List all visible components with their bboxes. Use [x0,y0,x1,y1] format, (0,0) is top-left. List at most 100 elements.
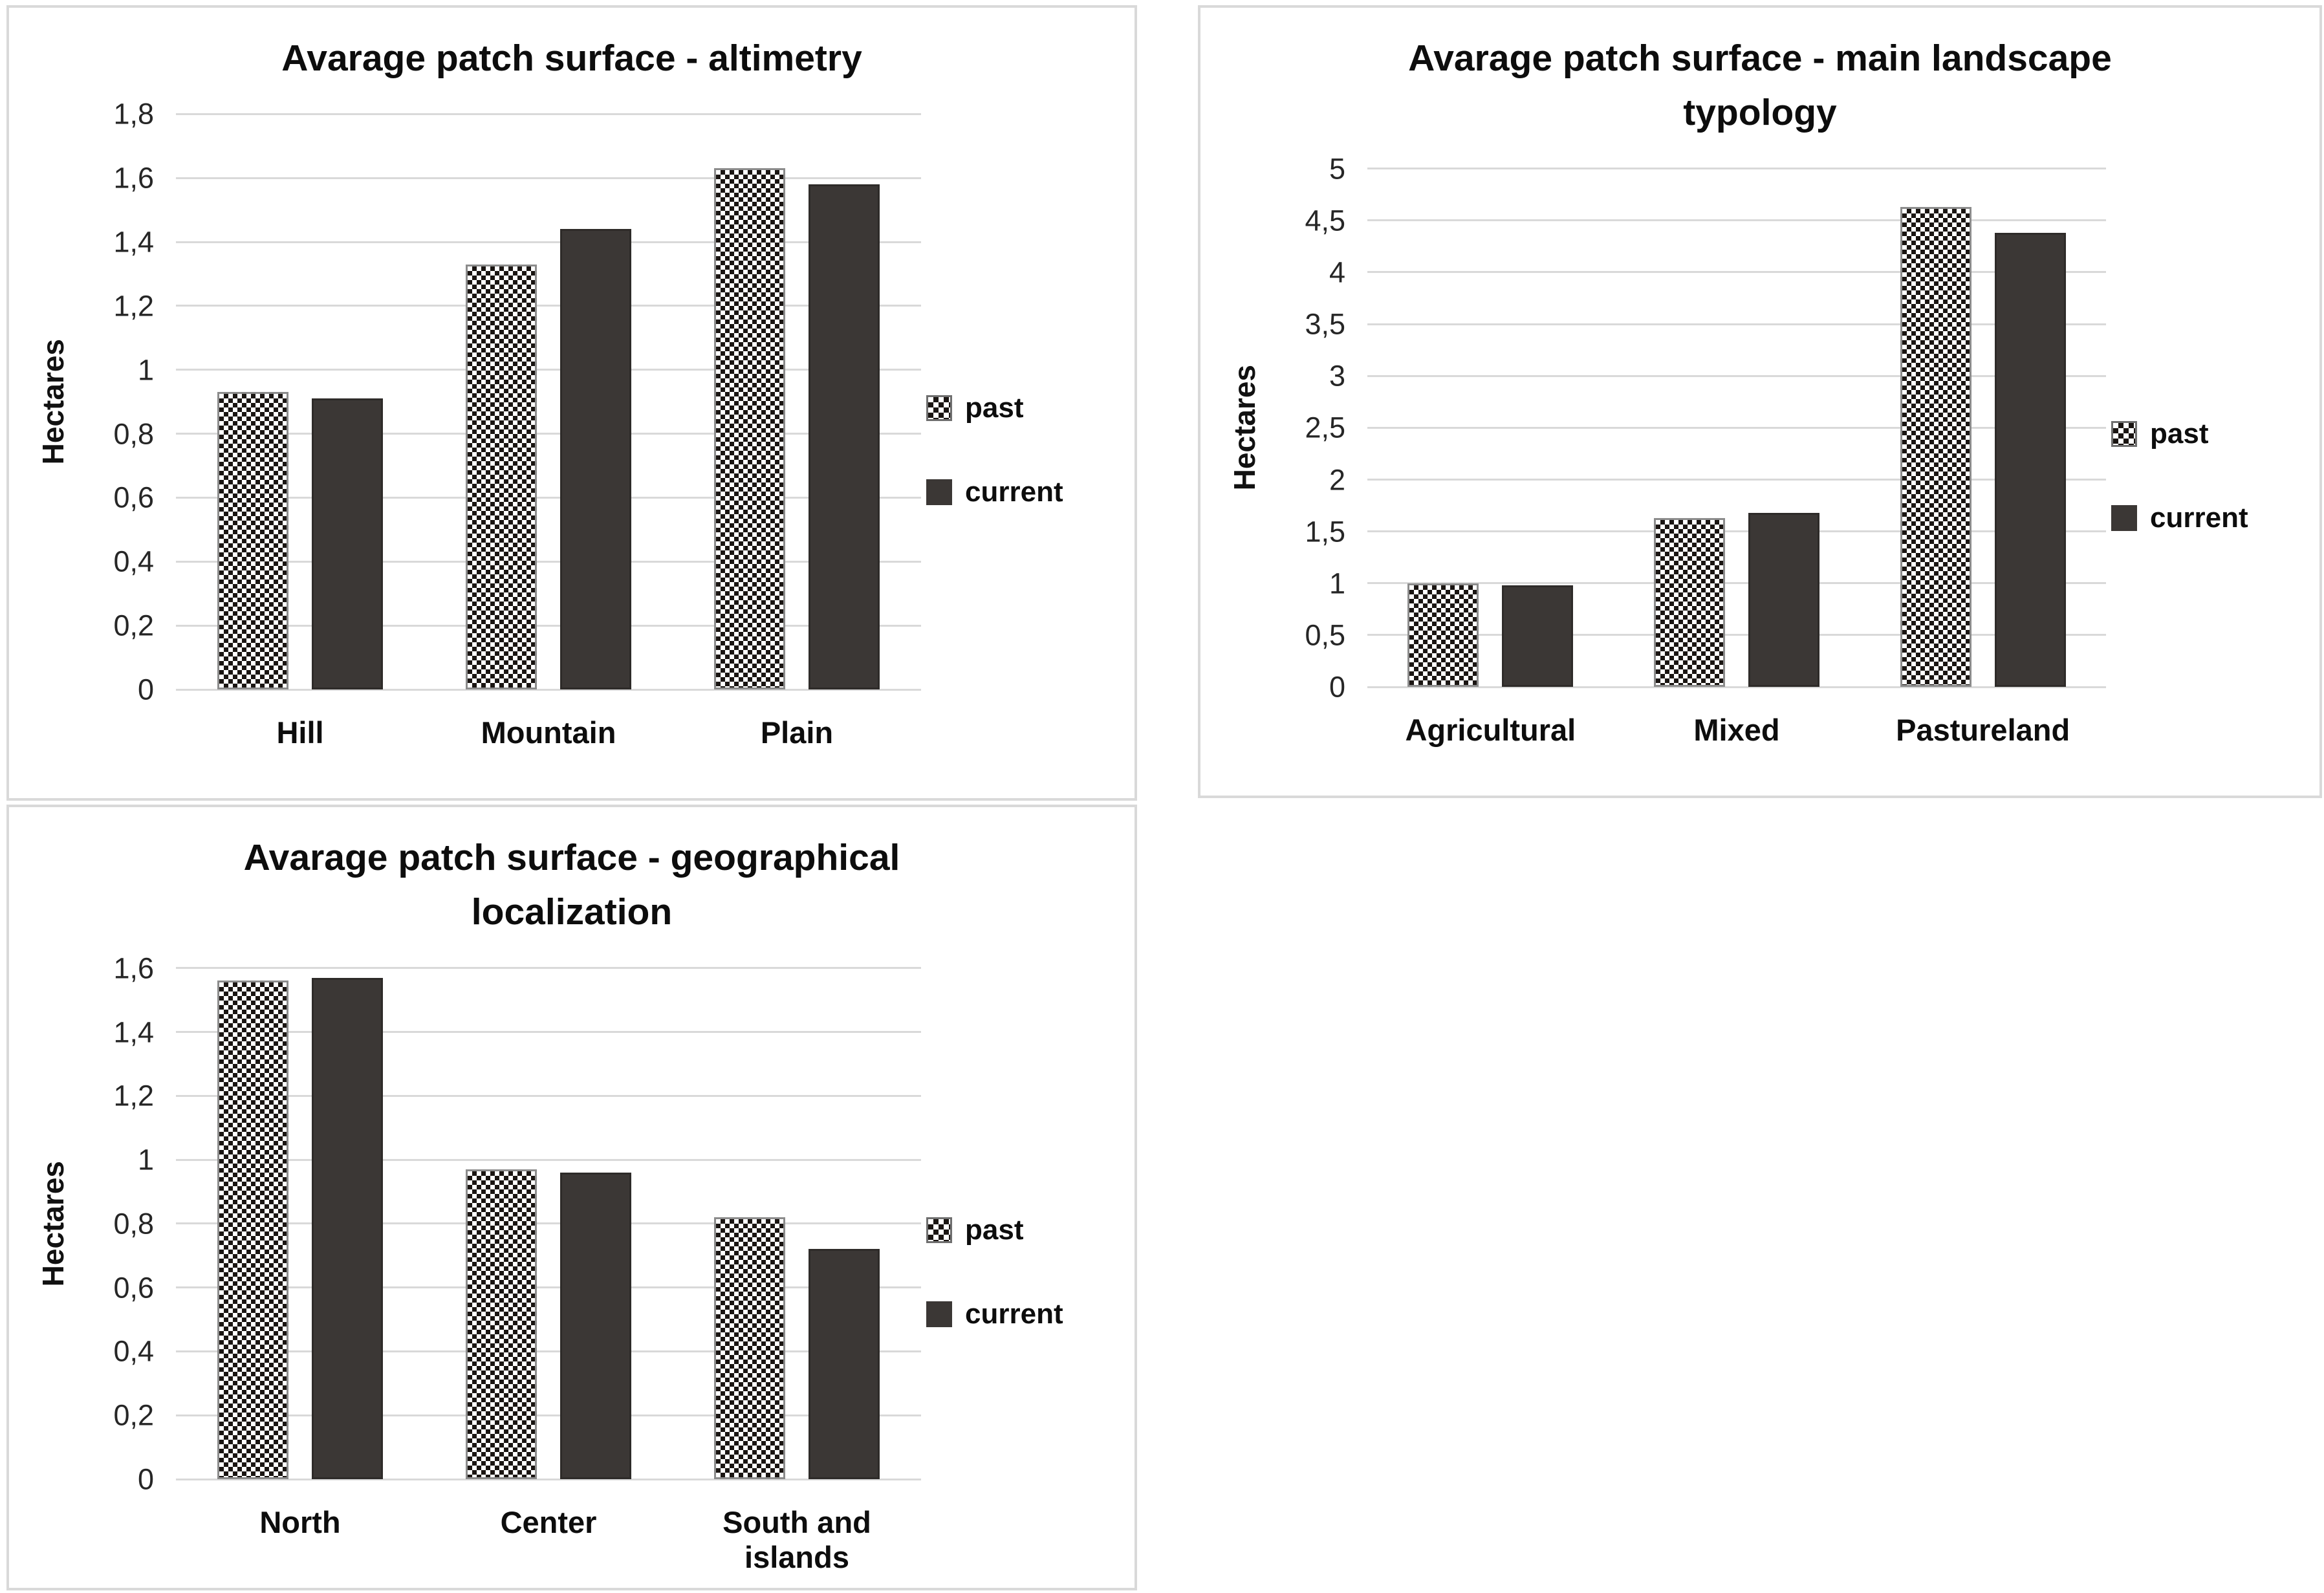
gridline [176,369,921,371]
bar-past-agricultural [1407,583,1479,687]
legend-label: current [965,1297,1063,1330]
y-tick-label: 5 [1329,152,1345,186]
y-axis-ticks: 0 0,5 1 1,5 2 2,5 3 3,5 4 4,5 5 [1269,154,1367,701]
legend-label: past [2150,418,2209,450]
legend-item-past: past [926,392,1115,424]
gridline [176,113,921,115]
chart-title: Avarage patch surface - altimetry [28,31,1115,85]
legend-item-current: current [926,1298,1115,1330]
bar-current-plain [809,184,880,689]
axis-and-plot-area: Hectares 0 0,2 0,4 0,6 0,8 1 1,2 1,4 1,6 North Cent… [28,953,921,1576]
gridline [176,688,921,691]
gridline [1367,530,2106,533]
gridline [176,177,921,179]
y-tick-label: 0,2 [113,1398,154,1432]
legend: past current [2106,169,2300,784]
y-tick-label: 1,5 [1305,515,1345,548]
bar-past-plain [714,168,785,689]
y-tick-label: 1,2 [113,289,154,323]
gridline [176,1350,921,1352]
legend-current-swatch-icon [926,479,952,506]
bar-past-hill [217,392,288,689]
gridline [1367,323,2106,325]
x-category-label: Plain [760,715,834,750]
x-category-label: North [259,1505,341,1539]
legend-label: past [965,392,1024,424]
bar-current-north [312,977,383,1479]
gridline [1367,168,2106,170]
y-tick-label: 3,5 [1305,307,1345,341]
gridline [1367,582,2106,585]
y-tick-label: 0,4 [113,1334,154,1368]
bar-past-north [217,981,288,1479]
chart-title-line: Avarage patch surface - altimetry [281,38,862,79]
legend-label: current [965,476,1063,508]
bar-current-pastureland [1994,233,2066,687]
gridline [176,241,921,243]
chart-title-line: Avarage patch surface - geographical [243,837,900,878]
bar-current-center [560,1172,631,1479]
gridline [176,1158,921,1161]
bar-group-mixed [1614,169,1860,687]
legend-past-swatch-icon [2111,421,2137,448]
y-axis-label: Hectares [36,1160,70,1287]
y-tick-label: 2,5 [1305,411,1345,444]
x-category-label: Mixed [1693,713,1780,747]
x-category-label: Agricultural [1405,713,1576,747]
gridline [176,1031,921,1034]
y-tick-label: 1 [1329,567,1345,600]
bar-past-mixed [1654,517,1725,687]
bar-current-agricultural [1502,585,1574,687]
gridline [176,433,921,435]
y-axis-ticks: 0 0,2 0,4 0,6 0,8 1 1,2 1,4 1,6 1,8 [78,100,176,704]
gridline [1367,634,2106,636]
legend-current-swatch-icon [926,1301,952,1327]
chart-body: Hectares 0 0,5 1 1,5 2 2,5 3 3,5 4 4,5 5 Agricultura… [1220,154,2300,784]
gridline [176,1286,921,1289]
y-axis-label: Hectares [1228,365,1261,491]
gridline [176,624,921,627]
x-category-label: South and islands [722,1505,871,1575]
axis-and-plot-area: Hectares 0 0,2 0,4 0,6 0,8 1 1,2 1,4 1,6 1,8 Hill Mo… [28,100,921,786]
axis-and-plot-area: Hectares 0 0,5 1 1,5 2 2,5 3 3,5 4 4,5 5 Agricultura… [1220,154,2106,784]
chart-title-line: typology [1683,92,1837,134]
bar-groups [176,114,921,689]
y-tick-label: 0,6 [113,1271,154,1305]
bar-current-mixed [1748,512,1819,687]
chart-body: Hectares 0 0,2 0,4 0,6 0,8 1 1,2 1,4 1,6 North Cent… [28,953,1115,1576]
bar-current-hill [312,398,383,689]
y-axis-label-wrap: Hectares [1220,169,1269,687]
chart-title-line: localization [471,891,673,933]
y-tick-label: 1,4 [113,1015,154,1049]
chart-title: Avarage patch surface - geographical loca… [28,830,1115,940]
gridline [176,1478,921,1480]
y-tick-label: 0,2 [113,609,154,642]
y-tick-label: 1,4 [113,225,154,259]
gridline [176,1414,921,1416]
y-tick-label: 1,6 [113,951,154,985]
gridline [1367,219,2106,222]
bar-group-north [176,968,424,1479]
chart-title-line: Avarage patch surface - main landscape [1408,38,2112,79]
gridline [176,1094,921,1097]
gridline [176,305,921,307]
gridline [1367,686,2106,688]
x-category-label: Hill [276,715,324,750]
legend-current-swatch-icon [2111,505,2137,532]
legend-item-past: past [926,1214,1115,1246]
plot-area [176,113,921,691]
y-tick-label: 0,6 [113,481,154,514]
y-tick-label: 0 [137,1462,154,1496]
y-tick-label: 0,8 [113,417,154,451]
gridline [1367,479,2106,481]
bar-group-pastureland [1860,169,2106,687]
legend-past-swatch-icon [926,1217,952,1243]
bar-past-south-and-islands [714,1217,785,1479]
bar-current-south-and-islands [809,1249,880,1479]
y-tick-label: 1,8 [113,97,154,131]
chart-title: Avarage patch surface - main landscape ty… [1220,31,2300,140]
plot-area [1367,168,2106,688]
chart-body: Hectares 0 0,2 0,4 0,6 0,8 1 1,2 1,4 1,6 1,8 Hill Mo… [28,100,1115,786]
y-tick-label: 1 [137,1143,154,1176]
